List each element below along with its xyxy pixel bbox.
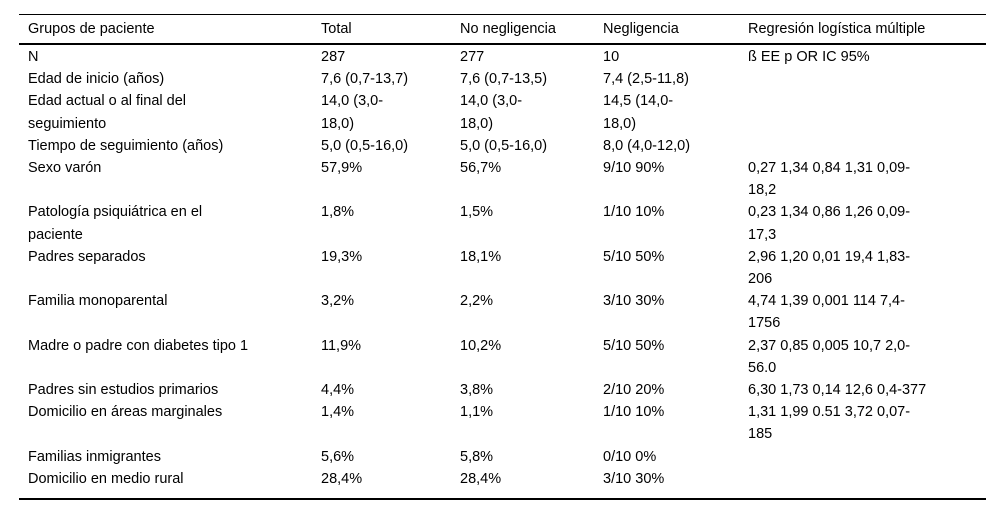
table-cell-total: 28,4% [321, 470, 363, 487]
table-cell-total: 57,9% [321, 160, 363, 177]
table-cell-no-negligencia: 18,1% [460, 248, 502, 265]
table-cell-negligencia: 3/10 30% [603, 293, 665, 310]
table-cell-total: 19,3% [321, 248, 363, 265]
table-cell-variable-label: Padres separados [28, 248, 146, 265]
table-row: Padres sin estudios primarios 4,4% 3,8% … [19, 379, 986, 401]
table-cell-no-negligencia: 1,5% [460, 204, 494, 221]
table-cell-no-negligencia: 28,4% [460, 470, 502, 487]
table-row: Domicilio en medio rural 28,4% 28,4% 3/1… [19, 468, 986, 490]
table-row: Domicilio en áreas marginales 1,4% 1,1% … [19, 401, 986, 445]
table-cell-regresion: 0,27 1,34 0,84 1,31 0,09- 18,2 [748, 160, 911, 199]
table-cell-negligencia: 2/10 20% [603, 382, 665, 399]
column-header-regresion-logistica: Regresión logística múltiple [748, 20, 926, 37]
table-row: Sexo varón 57,9% 56,7% 9/10 90% 0,27 1,3… [19, 157, 986, 201]
table-cell-no-negligencia: 7,6 (0,7-13,5) [460, 71, 548, 88]
table-cell-negligencia: 0/10 0% [603, 448, 657, 465]
column-header-no-negligencia: No negligencia [460, 20, 556, 37]
table-cell-total: 1,4% [321, 404, 355, 421]
table-cell-negligencia: 5/10 50% [603, 248, 665, 265]
table-cell-variable-label: N [28, 49, 39, 65]
table-cell-negligencia: 7,4 (2,5-11,8) [603, 71, 689, 88]
table-cell-no-negligencia: 10,2% [460, 337, 502, 354]
table-cell-negligencia: 5/10 50% [603, 337, 665, 354]
table-cell-total: 4,4% [321, 382, 355, 399]
table-row: N 287 277 10 ß EE p OR IC 95% [19, 46, 986, 68]
table-cell-total: 11,9% [321, 337, 362, 354]
table-cell-variable-label: Tiempo de seguimiento (años) [28, 137, 224, 154]
table-cell-total: 287 [321, 49, 346, 65]
table-row: Padres separados 19,3% 18,1% 5/10 50% 2,… [19, 246, 986, 290]
table-cell-regresion: 4,74 1,39 0,001 114 7,4- 1756 [748, 293, 905, 332]
table-header-row: Grupos de paciente Total No negligencia … [19, 14, 986, 45]
table-cell-regresion: 6,30 1,73 0,14 12,6 0,4-377 [748, 382, 927, 399]
table-cell-negligencia: 9/10 90% [603, 160, 665, 177]
table-row: Edad actual o al final del seguimiento 1… [19, 90, 986, 134]
table-body: N 287 277 10 ß EE p OR IC 95% Edad de in… [19, 45, 986, 501]
table-cell-variable-label: Sexo varón [28, 160, 102, 177]
table-cell-variable-label: Edad de inicio (años) [28, 71, 165, 88]
table-row: Tiempo de seguimiento (años) 5,0 (0,5-16… [19, 135, 986, 157]
table-cell-negligencia: 1/10 10% [603, 204, 665, 221]
column-header-grupos-de-paciente: Grupos de paciente [28, 20, 155, 37]
table-cell-variable-label: Familia monoparental [28, 293, 168, 310]
table-cell-negligencia: 14,5 (14,0- 18,0) [603, 93, 674, 132]
table-cell-total: 7,6 (0,7-13,7) [321, 71, 409, 88]
table-cell-no-negligencia: 5,8% [460, 448, 494, 465]
table-cell-negligencia: 10 [603, 49, 620, 65]
table-cell-total: 5,6% [321, 448, 355, 465]
column-header-total: Total [321, 20, 352, 37]
column-header-negligencia: Negligencia [603, 20, 679, 37]
patient-groups-table: Grupos de paciente Total No negligencia … [19, 14, 986, 501]
table-cell-no-negligencia: 14,0 (3,0- 18,0) [460, 93, 523, 132]
table-cell-negligencia: 8,0 (4,0-12,0) [603, 137, 691, 154]
table-cell-total: 3,2% [321, 293, 355, 310]
table-cell-negligencia: 1/10 10% [603, 404, 665, 421]
table-row: Edad de inicio (años) 7,6 (0,7-13,7) 7,6… [19, 68, 986, 90]
table-cell-no-negligencia: 3,8% [460, 382, 494, 399]
table-cell-variable-label: Domicilio en áreas marginales [28, 404, 223, 421]
table-cell-negligencia: 3/10 30% [603, 470, 665, 487]
table-row: Madre o padre con diabetes tipo 1 11,9% … [19, 335, 986, 379]
table-cell-variable-label: Madre o padre con diabetes tipo 1 [28, 337, 249, 354]
table-cell-total: 1,8% [321, 204, 355, 221]
table-cell-variable-label: Padres sin estudios primarios [28, 382, 219, 399]
table-row: Familia monoparental 3,2% 2,2% 3/10 30% … [19, 290, 986, 334]
table-cell-regresion: 2,37 0,85 0,005 10,7 2,0- 56.0 [748, 337, 911, 376]
table-cell-variable-label: Familias inmigrantes [28, 448, 161, 465]
table-cell-regresion: 1,31 1,99 0.51 3,72 0,07- 185 [748, 404, 911, 443]
table-cell-variable-label: Patología psiquiátrica en el paciente [28, 204, 203, 243]
table-cell-variable-label: Domicilio en medio rural [28, 470, 184, 487]
table-cell-variable-label: Edad actual o al final del seguimiento [28, 93, 186, 132]
table-cell-no-negligencia: 56,7% [460, 160, 502, 177]
table-cell-no-negligencia: 5,0 (0,5-16,0) [460, 137, 548, 154]
table-cell-regresion: 0,23 1,34 0,86 1,26 0,09- 17,3 [748, 204, 911, 243]
table-cell-total: 5,0 (0,5-16,0) [321, 137, 409, 154]
table-cell-no-negligencia: 1,1% [460, 404, 494, 421]
table-cell-no-negligencia: 277 [460, 49, 485, 65]
table-cell-total: 14,0 (3,0- 18,0) [321, 93, 384, 132]
table-cell-no-negligencia: 2,2% [460, 293, 494, 310]
table-cell-regresion: 2,96 1,20 0,01 19,4 1,83- 206 [748, 248, 911, 288]
table-row: Patología psiquiátrica en el paciente 1,… [19, 201, 986, 245]
table-cell-regresion: ß EE p OR IC 95% [748, 49, 870, 65]
table-row: Familias inmigrantes 5,6% 5,8% 0/10 0% [19, 446, 986, 468]
